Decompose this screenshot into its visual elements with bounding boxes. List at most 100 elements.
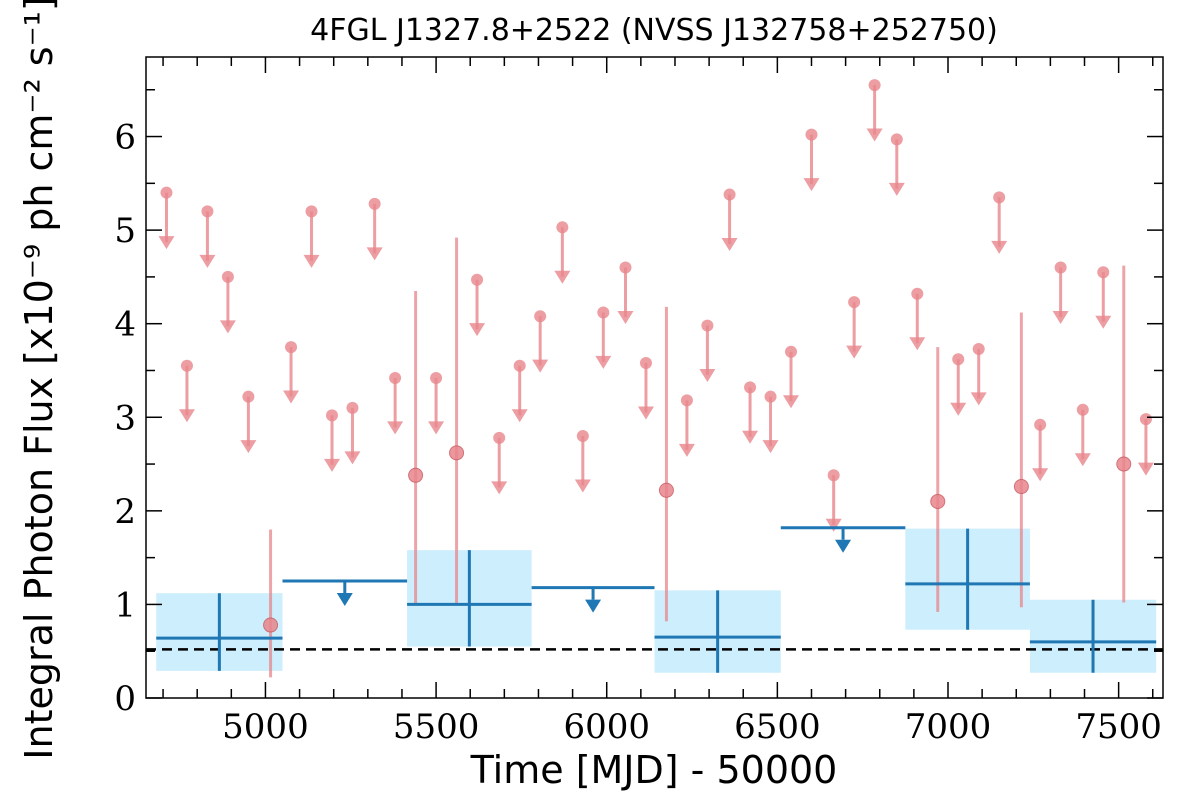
short-upper-limit-point bbox=[1097, 266, 1110, 279]
short-upper-limit-arrow bbox=[178, 409, 195, 423]
short-upper-limit-arrow bbox=[825, 518, 842, 532]
short-detection-point bbox=[1013, 479, 1029, 495]
short-upper-limit-point bbox=[576, 429, 589, 442]
short-upper-limit-point bbox=[201, 205, 214, 218]
short-upper-limit-arrow bbox=[888, 182, 905, 196]
long-bin-error-bands bbox=[156, 528, 1157, 673]
x-tick-label: 5000 bbox=[222, 707, 309, 747]
short-bin-series bbox=[158, 79, 1154, 678]
short-detection-point bbox=[263, 617, 279, 633]
short-upper-limit-arrow bbox=[617, 311, 634, 325]
x-tick-labels: 5000 5500 6000 6500 7000 7500 bbox=[222, 707, 1162, 747]
short-detection-point bbox=[658, 482, 674, 498]
short-upper-limit-point bbox=[346, 401, 359, 414]
axis-ticks bbox=[146, 57, 1163, 699]
short-upper-limit-arrow bbox=[970, 392, 987, 406]
y-axis-label: Integral Photon Flux [x10⁻⁹ ph cm⁻² s⁻¹] bbox=[17, 0, 61, 760]
short-upper-limit-arrow bbox=[1032, 468, 1049, 482]
short-upper-limit-arrow bbox=[803, 178, 820, 192]
short-upper-limit-point bbox=[513, 359, 526, 372]
short-upper-limit-point bbox=[305, 205, 318, 218]
short-upper-limit-point bbox=[1034, 418, 1047, 431]
short-upper-limit-arrow bbox=[595, 355, 612, 369]
short-upper-limit-point bbox=[993, 191, 1006, 204]
short-upper-limit-arrow bbox=[158, 236, 175, 250]
short-upper-limit-arrow bbox=[699, 369, 716, 383]
x-tick-label: 5500 bbox=[393, 707, 480, 747]
x-axis-label: Time [MJD] - 50000 bbox=[470, 748, 838, 792]
short-upper-limit-arrow bbox=[491, 481, 508, 495]
short-upper-limit-point bbox=[1139, 413, 1152, 426]
short-upper-limit-arrow bbox=[866, 128, 883, 142]
short-upper-limit-arrow bbox=[469, 323, 486, 337]
short-upper-limit-arrow bbox=[783, 395, 800, 409]
short-upper-limit-point bbox=[827, 469, 840, 482]
short-upper-limit-arrow bbox=[199, 254, 216, 268]
short-upper-limit-point bbox=[1054, 261, 1067, 274]
y-tick-label: 5 bbox=[114, 211, 136, 251]
short-upper-limit-arrow bbox=[344, 451, 361, 465]
short-upper-limit-point bbox=[805, 128, 818, 141]
short-upper-limit-arrow bbox=[1052, 311, 1069, 325]
short-upper-limit-arrow bbox=[323, 458, 340, 472]
x-tick-label: 6000 bbox=[563, 707, 650, 747]
short-upper-limit-point bbox=[1076, 403, 1089, 416]
short-upper-limit-point bbox=[701, 319, 714, 332]
short-upper-limit-arrow bbox=[742, 430, 759, 444]
short-upper-limit-arrow bbox=[1095, 315, 1112, 329]
y-tick-label: 3 bbox=[114, 398, 136, 438]
long-upper-limit-arrow bbox=[336, 593, 353, 607]
short-upper-limit-point bbox=[160, 186, 173, 199]
x-tick-label: 7500 bbox=[1075, 707, 1162, 747]
long-upper-limit-arrow bbox=[835, 539, 852, 553]
y-tick-label: 2 bbox=[114, 492, 136, 532]
short-upper-limit-point bbox=[619, 261, 632, 274]
short-upper-limit-point bbox=[368, 197, 381, 210]
short-upper-limit-point bbox=[868, 79, 881, 92]
short-upper-limit-point bbox=[848, 296, 861, 309]
y-tick-label: 4 bbox=[114, 305, 136, 345]
short-detection-point bbox=[408, 467, 424, 483]
short-upper-limit-point bbox=[325, 409, 338, 422]
short-upper-limit-point bbox=[471, 273, 484, 286]
short-upper-limit-arrow bbox=[909, 337, 926, 351]
y-tick-label: 0 bbox=[114, 679, 136, 719]
short-upper-limit-arrow bbox=[991, 240, 1008, 254]
short-upper-limit-arrow bbox=[637, 406, 654, 420]
y-tick-label: 6 bbox=[114, 118, 136, 158]
short-upper-limit-arrow bbox=[554, 270, 571, 284]
short-upper-limit-arrow bbox=[511, 409, 528, 423]
short-detection-point bbox=[1116, 456, 1132, 472]
x-tick-label: 7000 bbox=[905, 707, 992, 747]
short-detection-point bbox=[449, 445, 465, 461]
short-upper-limit-arrow bbox=[846, 345, 863, 359]
chart-title: 4FGL J1327.8+2522 (NVSS J132758+252750) bbox=[310, 13, 998, 48]
short-upper-limit-point bbox=[597, 306, 610, 319]
short-upper-limit-point bbox=[556, 221, 569, 234]
short-upper-limit-point bbox=[952, 353, 965, 366]
short-upper-limit-arrow bbox=[366, 247, 383, 261]
short-upper-limit-point bbox=[723, 188, 736, 201]
y-tick-labels: 0 1 2 3 4 5 6 bbox=[114, 118, 136, 719]
short-upper-limit-point bbox=[221, 270, 234, 283]
short-upper-limit-arrow bbox=[387, 421, 404, 435]
long-bin-series bbox=[156, 526, 1157, 673]
x-tick-label: 6500 bbox=[734, 707, 821, 747]
short-upper-limit-point bbox=[285, 341, 298, 354]
short-upper-limit-arrow bbox=[721, 238, 738, 252]
short-upper-limit-arrow bbox=[762, 440, 779, 454]
short-upper-limit-point bbox=[180, 359, 193, 372]
y-tick-label: 1 bbox=[114, 585, 136, 625]
short-upper-limit-point bbox=[430, 371, 443, 384]
short-upper-limit-point bbox=[242, 390, 255, 403]
short-upper-limit-arrow bbox=[1137, 462, 1154, 476]
short-upper-limit-point bbox=[639, 356, 652, 369]
plot-frame bbox=[145, 56, 1164, 699]
short-upper-limit-point bbox=[764, 390, 777, 403]
short-upper-limit-arrow bbox=[574, 479, 591, 493]
short-upper-limit-arrow bbox=[1074, 453, 1091, 467]
short-upper-limit-point bbox=[972, 342, 985, 355]
short-upper-limit-arrow bbox=[303, 254, 320, 268]
short-upper-limit-arrow bbox=[219, 320, 236, 334]
short-detection-point bbox=[930, 493, 946, 509]
